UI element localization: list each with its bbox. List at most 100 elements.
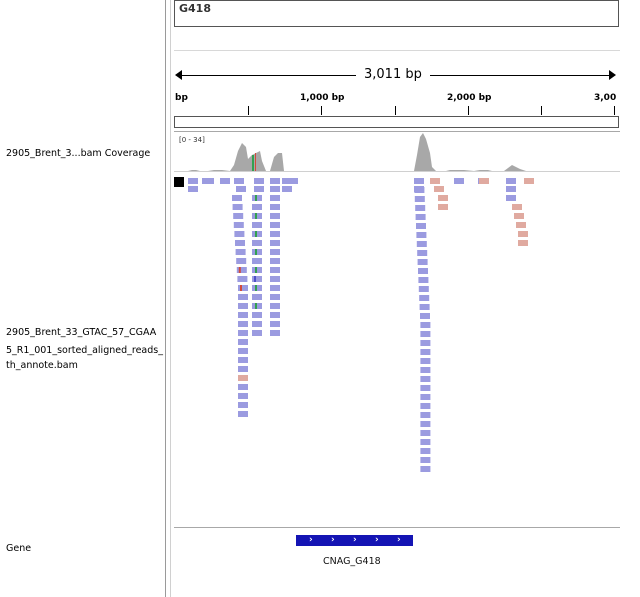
aligned-read[interactable] [238, 312, 248, 318]
aligned-read[interactable] [270, 222, 280, 228]
aligned-read[interactable] [512, 204, 522, 210]
aligned-read[interactable] [524, 178, 534, 184]
aligned-read[interactable] [270, 276, 280, 282]
aligned-read[interactable] [270, 213, 280, 219]
aligned-read[interactable] [270, 294, 280, 300]
aligned-read[interactable] [270, 195, 280, 201]
aligned-read[interactable] [270, 204, 280, 210]
coverage-track-label[interactable]: 2905_Brent_3...bam Coverage [6, 148, 151, 159]
aligned-read[interactable] [420, 376, 431, 382]
aligned-read[interactable] [270, 231, 280, 237]
aligned-read[interactable] [188, 178, 198, 184]
aligned-read[interactable] [438, 195, 448, 201]
aligned-read[interactable] [420, 322, 431, 328]
aligned-read[interactable] [415, 205, 426, 211]
aligned-read[interactable] [270, 321, 280, 327]
aligned-read[interactable] [420, 457, 431, 463]
aligned-read[interactable] [420, 367, 431, 373]
aligned-read[interactable] [238, 366, 248, 372]
aligned-read[interactable] [252, 258, 262, 264]
aligned-read[interactable] [420, 439, 431, 445]
aligned-read[interactable] [418, 286, 429, 292]
aligned-read[interactable] [232, 195, 242, 201]
aligned-read[interactable] [420, 421, 431, 427]
gene-track-label[interactable]: Gene [6, 543, 32, 554]
aligned-read[interactable] [220, 178, 230, 184]
aligned-read[interactable] [270, 285, 280, 291]
alignment-track[interactable] [174, 173, 620, 525]
aligned-read[interactable] [418, 268, 428, 274]
aligned-read[interactable] [420, 349, 431, 355]
aligned-read[interactable] [238, 285, 248, 291]
aligned-read[interactable] [236, 267, 247, 273]
aligned-read[interactable] [237, 276, 248, 282]
aligned-read[interactable] [420, 340, 431, 346]
aligned-read[interactable] [238, 321, 248, 327]
ruler[interactable] [174, 50, 620, 129]
aligned-read[interactable] [238, 393, 248, 399]
aligned-read[interactable] [235, 240, 245, 246]
aligned-read[interactable] [252, 312, 262, 318]
aligned-read[interactable] [420, 466, 431, 472]
aligned-read[interactable] [252, 294, 262, 300]
aligned-read[interactable] [270, 186, 280, 192]
aligned-read[interactable] [417, 250, 428, 256]
aligned-read[interactable] [202, 178, 214, 184]
aligned-read[interactable] [420, 412, 431, 418]
aligned-read[interactable] [254, 186, 264, 192]
aligned-read[interactable] [270, 312, 280, 318]
aligned-read[interactable] [234, 178, 244, 184]
aligned-read[interactable] [419, 304, 430, 310]
aligned-read[interactable] [416, 223, 426, 229]
aligned-read[interactable] [238, 339, 248, 345]
alignment-track-label-line-3[interactable]: th_annote.bam [6, 360, 78, 371]
aligned-read[interactable] [252, 321, 262, 327]
aligned-read[interactable] [514, 213, 524, 219]
aligned-read[interactable] [252, 222, 262, 228]
aligned-read[interactable] [282, 178, 292, 184]
aligned-read[interactable] [270, 303, 280, 309]
aligned-read[interactable] [252, 330, 262, 336]
aligned-read[interactable] [232, 204, 243, 210]
aligned-read[interactable] [506, 186, 516, 192]
aligned-read[interactable] [420, 448, 431, 454]
aligned-read[interactable] [288, 178, 298, 184]
aligned-read[interactable] [518, 231, 528, 237]
aligned-read[interactable] [414, 178, 424, 184]
aligned-read[interactable] [418, 277, 429, 283]
aligned-read[interactable] [516, 222, 526, 228]
coverage-track[interactable] [174, 131, 620, 173]
aligned-read[interactable] [479, 178, 489, 184]
aligned-read[interactable] [254, 178, 264, 184]
aligned-read[interactable] [270, 249, 280, 255]
aligned-read[interactable] [270, 330, 280, 336]
aligned-read[interactable] [236, 186, 246, 192]
aligned-read[interactable] [420, 430, 431, 436]
aligned-read[interactable] [238, 330, 248, 336]
aligned-read[interactable] [270, 240, 280, 246]
aligned-read[interactable] [415, 214, 426, 220]
aligned-read[interactable] [420, 358, 431, 364]
aligned-read[interactable] [252, 276, 262, 282]
aligned-read[interactable] [420, 394, 431, 400]
gene-feature-cnag-g418[interactable] [296, 535, 413, 546]
aligned-read[interactable] [252, 204, 262, 210]
alignment-track-label-line-2[interactable]: 5_R1_001_sorted_aligned_reads_ [6, 345, 163, 356]
aligned-read[interactable] [419, 295, 430, 301]
aligned-read[interactable] [238, 402, 248, 408]
aligned-read[interactable] [252, 240, 262, 246]
aligned-read[interactable] [420, 313, 430, 319]
panel-divider-left[interactable] [165, 0, 166, 597]
aligned-read[interactable] [417, 259, 428, 265]
aligned-read[interactable] [238, 384, 248, 390]
aligned-read[interactable] [234, 231, 245, 237]
aligned-read[interactable] [238, 357, 248, 363]
aligned-read[interactable] [506, 178, 516, 184]
aligned-read[interactable] [188, 186, 198, 192]
aligned-read[interactable] [238, 294, 248, 300]
aligned-read[interactable] [420, 403, 431, 409]
aligned-read[interactable] [238, 348, 248, 354]
aligned-read[interactable] [518, 240, 528, 246]
aligned-read[interactable] [270, 267, 280, 273]
aligned-read[interactable] [416, 232, 427, 238]
